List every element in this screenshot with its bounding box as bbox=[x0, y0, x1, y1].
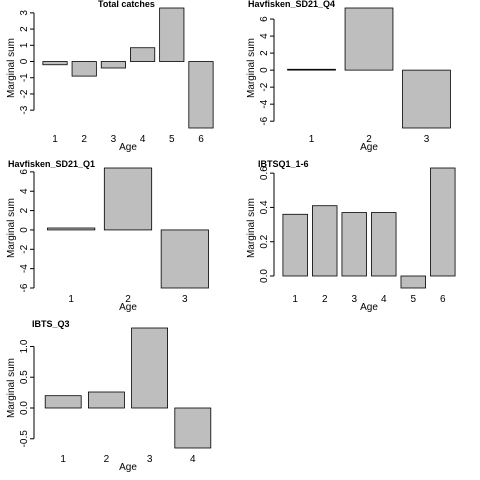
y-tick-label: 4 bbox=[19, 188, 30, 194]
x-tick-label: 6 bbox=[198, 134, 204, 145]
x-tick-label: 1 bbox=[52, 134, 58, 145]
title: Total catches bbox=[98, 0, 155, 9]
x-tick-label: 2 bbox=[366, 134, 372, 145]
x-axis-label: Age bbox=[119, 142, 137, 153]
y-tick-label: 6 bbox=[259, 16, 270, 22]
y-tick-label: -1 bbox=[19, 73, 30, 82]
bar bbox=[344, 7, 394, 71]
y-tick-label: -4 bbox=[19, 264, 30, 273]
x-tick-label: 1 bbox=[68, 294, 74, 305]
y-tick-label: 6 bbox=[19, 169, 30, 175]
y-tick-label: 4 bbox=[259, 33, 270, 39]
x-tick-label: 1 bbox=[60, 454, 66, 465]
x-tick-label: 4 bbox=[381, 294, 387, 305]
y-tick-label: 0.2 bbox=[259, 234, 270, 248]
y-tick-label: 1 bbox=[19, 42, 30, 48]
bar bbox=[371, 212, 397, 277]
x-tick-label: 2 bbox=[81, 134, 87, 145]
bar bbox=[131, 327, 169, 409]
y-tick-label: 2 bbox=[19, 207, 30, 213]
y-tick-label: -4 bbox=[259, 99, 270, 108]
y-tick-label: 2 bbox=[259, 50, 270, 56]
y-tick-label: 1.0 bbox=[19, 339, 30, 353]
x-tick-label: 4 bbox=[190, 454, 196, 465]
bar bbox=[341, 212, 367, 277]
y-tick-label: 0.6 bbox=[259, 166, 270, 180]
y-axis-label: Marginal sum bbox=[6, 38, 17, 98]
title: Havfisken_SD21_Q1 bbox=[8, 159, 95, 169]
x-tick-label: 3 bbox=[111, 134, 117, 145]
y-tick-label: 0 bbox=[259, 67, 270, 73]
bar bbox=[402, 69, 451, 129]
bar bbox=[160, 229, 209, 289]
y-tick-label: 0.0 bbox=[259, 269, 270, 283]
y-tick-label: -6 bbox=[19, 283, 30, 292]
y-tick-label: 0 bbox=[19, 227, 30, 233]
x-tick-label: 2 bbox=[104, 454, 110, 465]
y-tick-label: -3 bbox=[19, 105, 30, 114]
y-axis-label: Marginal sum bbox=[246, 198, 257, 258]
bar bbox=[44, 395, 82, 409]
x-axis-label: Age bbox=[119, 302, 137, 313]
y-tick-label: 2 bbox=[19, 26, 30, 32]
x-tick-label: 1 bbox=[309, 134, 315, 145]
title: Havfisken_SD21_Q4 bbox=[248, 0, 335, 9]
bar bbox=[42, 61, 68, 66]
x-tick-label: 6 bbox=[440, 294, 446, 305]
x-tick-label: 3 bbox=[424, 134, 430, 145]
x-axis-label: Age bbox=[360, 142, 378, 153]
y-tick-label: -2 bbox=[259, 82, 270, 91]
bar bbox=[287, 68, 336, 71]
y-tick-label: -6 bbox=[259, 116, 270, 125]
x-tick-label: 3 bbox=[182, 294, 188, 305]
x-tick-label: 3 bbox=[147, 454, 153, 465]
title: IBTS_Q3 bbox=[32, 319, 70, 329]
bar bbox=[400, 275, 426, 289]
bar bbox=[130, 47, 156, 62]
bar bbox=[188, 61, 214, 129]
bar bbox=[312, 205, 338, 277]
y-axis-label: Marginal sum bbox=[246, 38, 257, 98]
x-tick-label: 4 bbox=[140, 134, 146, 145]
bar bbox=[282, 213, 308, 277]
x-axis-label: Age bbox=[360, 302, 378, 313]
x-tick-label: 2 bbox=[322, 294, 328, 305]
x-tick-label: 2 bbox=[125, 294, 131, 305]
x-tick-label: 3 bbox=[351, 294, 357, 305]
x-tick-label: 5 bbox=[410, 294, 416, 305]
bar bbox=[71, 61, 97, 77]
title: IBTSQ1_1-6 bbox=[258, 159, 309, 169]
bar bbox=[47, 227, 96, 231]
y-tick-label: 0 bbox=[19, 58, 30, 64]
x-tick-label: 5 bbox=[169, 134, 175, 145]
y-tick-label: -2 bbox=[19, 89, 30, 98]
y-tick-label: 0.5 bbox=[19, 370, 30, 384]
x-tick-label: 1 bbox=[292, 294, 298, 305]
y-tick-label: -0.5 bbox=[19, 430, 30, 448]
bar bbox=[174, 407, 212, 449]
y-axis-label: Marginal sum bbox=[6, 198, 17, 258]
y-tick-label: 3 bbox=[19, 10, 30, 16]
bar bbox=[103, 167, 153, 231]
bar bbox=[88, 391, 125, 409]
y-tick-label: -2 bbox=[19, 244, 30, 253]
bar bbox=[430, 167, 456, 277]
bar bbox=[159, 7, 185, 62]
x-axis-label: Age bbox=[119, 462, 137, 473]
y-axis-label: Marginal sum bbox=[6, 358, 17, 418]
bar bbox=[100, 61, 126, 69]
y-tick-label: 0.0 bbox=[19, 401, 30, 415]
y-tick-label: 0.4 bbox=[259, 200, 270, 214]
